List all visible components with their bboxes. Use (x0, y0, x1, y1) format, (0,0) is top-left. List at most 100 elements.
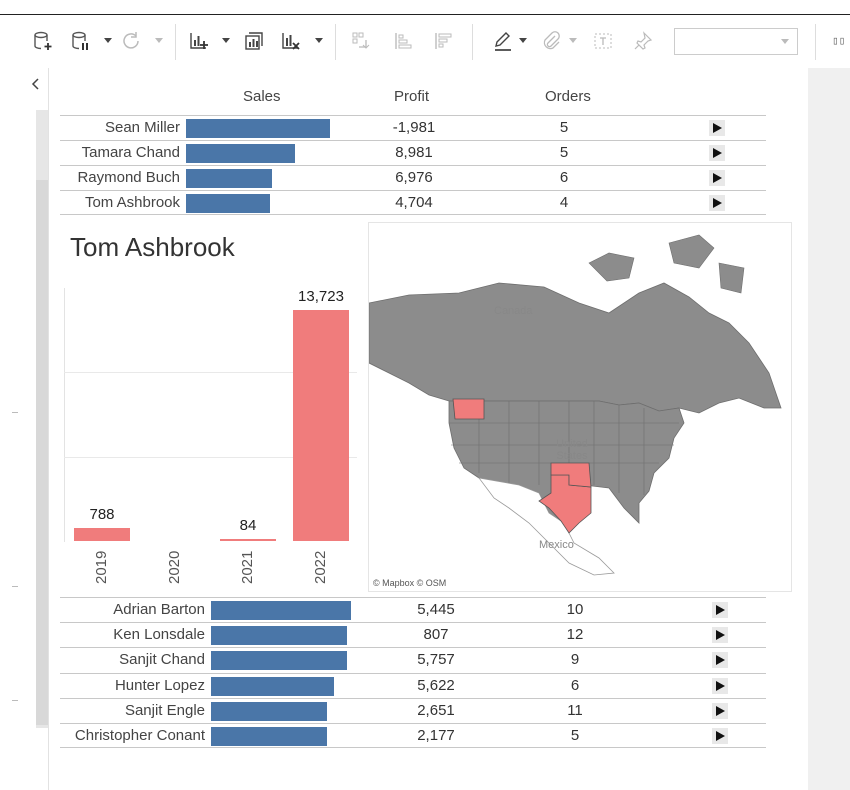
table-row[interactable]: Ken Lonsdale 807 12 (60, 622, 766, 647)
play-icon[interactable] (712, 728, 728, 744)
sales-bar[interactable] (211, 601, 351, 620)
play-icon[interactable] (712, 652, 728, 669)
customer-name[interactable]: Ken Lonsdale (113, 626, 205, 644)
customer-name[interactable]: Raymond Buch (77, 169, 180, 186)
gridline (64, 457, 357, 458)
right-rail (808, 68, 850, 790)
side-panel-border (48, 68, 49, 790)
highlight-icon[interactable] (490, 28, 516, 54)
chevron-down-icon[interactable] (222, 36, 230, 44)
table-row[interactable]: Tamara Chand 8,981 5 (60, 140, 766, 165)
customer-name-cell: Tamara Chand (60, 141, 180, 166)
new-worksheet-icon[interactable] (186, 28, 212, 54)
sort-descending-icon[interactable] (430, 28, 456, 54)
table-row[interactable]: Sanjit Engle 2,651 11 (60, 697, 766, 724)
sales-bar[interactable] (186, 194, 270, 213)
pause-updates-icon[interactable] (68, 28, 94, 54)
play-icon[interactable] (709, 170, 725, 186)
chevron-down-icon[interactable] (104, 36, 112, 44)
table-row[interactable]: Christopher Conant 2,177 5 (60, 723, 766, 748)
table-row[interactable]: Tom Ashbrook 4,704 4 (60, 190, 766, 215)
customer-name[interactable]: Christopher Conant (74, 727, 205, 744)
orders-value: 12 (566, 626, 584, 644)
year-axis-label: 2022 (312, 550, 329, 584)
customer-name-cell: Raymond Buch (60, 166, 180, 191)
orders-value: 6 (559, 169, 569, 186)
play-icon[interactable] (712, 677, 728, 694)
profit-value: 2,177 (417, 727, 455, 744)
attach-icon[interactable] (538, 28, 564, 54)
customer-name-cell: Sanjit Engle (60, 699, 205, 724)
chevron-down-icon[interactable] (155, 36, 163, 44)
pin-icon[interactable] (630, 28, 656, 54)
gridline (64, 372, 357, 373)
customer-name[interactable]: Sanjit Chand (119, 651, 205, 669)
year-axis-label: 2021 (239, 550, 256, 584)
swap-axes-icon[interactable] (348, 28, 374, 54)
play-icon[interactable] (709, 120, 725, 136)
sales-bar[interactable] (211, 701, 327, 721)
customer-name-cell: Christopher Conant (60, 724, 205, 749)
fit-select[interactable] (674, 28, 798, 55)
chevron-down-icon (781, 39, 789, 44)
side-panel-tick (12, 700, 18, 701)
toolbar: ▯▯ (0, 0, 850, 68)
collapse-pane-icon[interactable] (28, 76, 44, 92)
sales-bar[interactable] (186, 119, 330, 138)
map-attribution[interactable]: © Mapbox © OSM (373, 578, 447, 588)
toolbar-separator (815, 24, 816, 60)
play-icon[interactable] (712, 627, 728, 644)
new-datasource-icon[interactable] (30, 28, 56, 54)
customer-state-map[interactable]: Canada United States Mexico © Mapbox © O… (368, 222, 792, 592)
customer-name-cell: Ken Lonsdale (60, 623, 205, 648)
sort-ascending-icon[interactable] (390, 28, 416, 54)
table-row[interactable]: Sean Miller -1,981 5 (60, 115, 766, 140)
profit-value: 5,622 (417, 676, 455, 694)
customer-name[interactable]: Sean Miller (104, 119, 180, 136)
header-sales[interactable]: Sales (243, 88, 281, 105)
table-row[interactable]: Hunter Lopez 5,622 6 (60, 672, 766, 698)
play-icon[interactable] (709, 195, 725, 211)
sales-bar[interactable] (211, 651, 347, 671)
chevron-down-icon[interactable] (569, 36, 577, 44)
header-orders[interactable]: Orders (545, 88, 591, 105)
table-row[interactable]: Adrian Barton 5,445 10 (60, 597, 766, 622)
play-icon[interactable] (712, 702, 728, 719)
profit-value: 6,976 (395, 169, 433, 186)
header-profit[interactable]: Profit (394, 88, 430, 105)
chevron-down-icon[interactable] (315, 36, 323, 44)
sales-bar[interactable] (211, 676, 334, 696)
show-cards-icon[interactable]: ▯▯ (832, 34, 846, 47)
table-row[interactable]: Sanjit Chand 5,757 9 (60, 647, 766, 672)
profit-value: -1,981 (392, 119, 436, 136)
table-row[interactable]: Raymond Buch 6,976 6 (60, 165, 766, 190)
refresh-icon[interactable] (118, 28, 144, 54)
customer-name[interactable]: Hunter Lopez (114, 676, 205, 694)
customer-name[interactable]: Tom Ashbrook (84, 194, 180, 211)
customer-name[interactable]: Tamara Chand (81, 144, 180, 161)
chevron-down-icon[interactable] (519, 36, 527, 44)
sales-bar[interactable] (211, 727, 327, 746)
play-icon[interactable] (712, 602, 728, 618)
year-bar-2022[interactable] (293, 310, 349, 541)
sales-bar[interactable] (211, 626, 347, 646)
canada-land[interactable] (369, 282, 782, 414)
profit-value: 4,704 (395, 194, 433, 211)
oklahoma-highlight[interactable] (550, 462, 592, 488)
sales-bar[interactable] (186, 144, 295, 163)
side-panel-scroll-thumb[interactable] (36, 180, 48, 725)
play-icon[interactable] (709, 145, 725, 161)
customer-name[interactable]: Sanjit Engle (124, 701, 205, 719)
customer-name-cell: Sanjit Chand (60, 648, 205, 673)
washington-highlight[interactable] (452, 398, 485, 420)
toolbar-separator (335, 24, 336, 60)
sales-bar[interactable] (186, 169, 272, 188)
year-bar-2021[interactable] (220, 539, 276, 541)
duplicate-sheet-icon[interactable] (241, 28, 267, 54)
profit-value: 8,981 (395, 144, 433, 161)
year-bar-2019[interactable] (74, 528, 130, 541)
text-box-icon[interactable] (590, 28, 616, 54)
customer-name[interactable]: Adrian Barton (113, 601, 205, 618)
toolbar-top-border (0, 14, 850, 15)
clear-sheet-icon[interactable] (278, 28, 304, 54)
